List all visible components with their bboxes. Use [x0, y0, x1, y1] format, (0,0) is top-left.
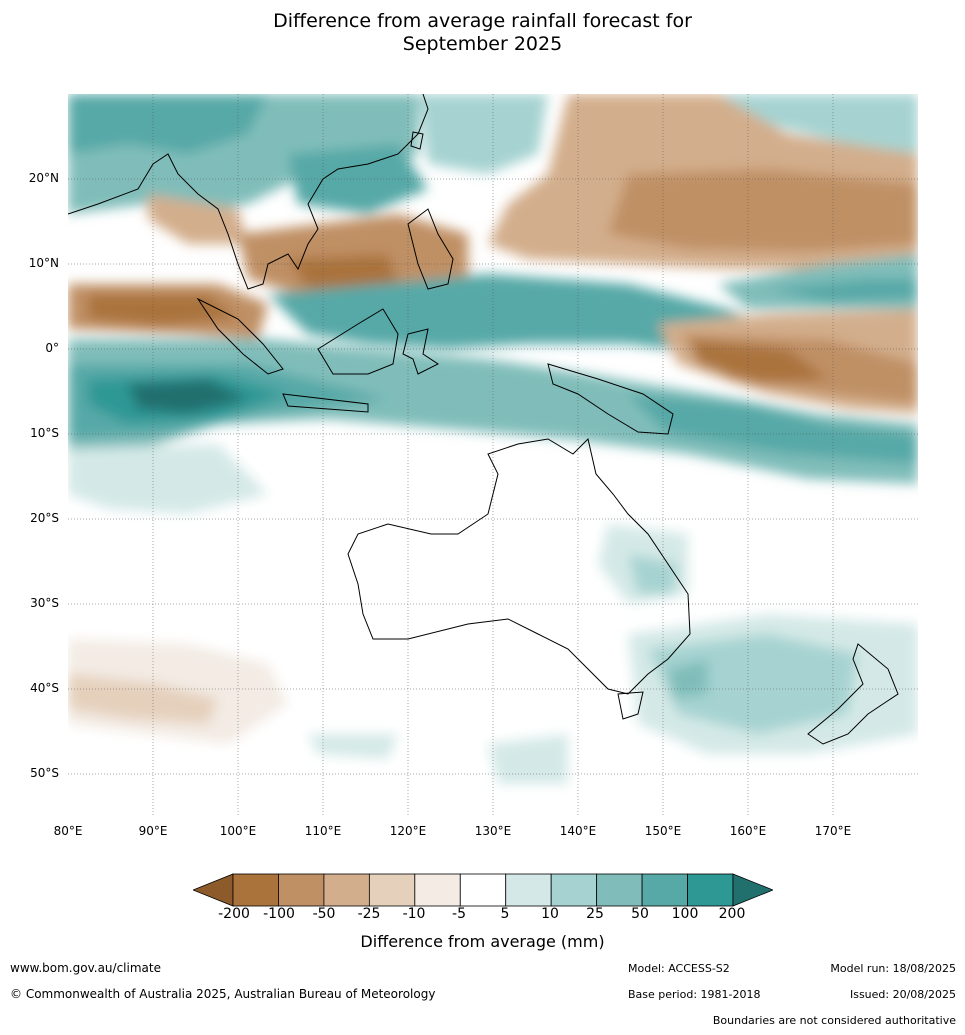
cbar-tick: 50 [631, 906, 649, 922]
footer-model-run: Model run: 18/08/2025 [830, 962, 956, 975]
colorbar-cell [278, 873, 325, 907]
footer-issued: Issued: 20/08/2025 [849, 988, 956, 1001]
lat-label-10n: 10°N [28, 256, 59, 270]
cbar-tick: 10 [541, 906, 559, 922]
taiwan-outline [410, 131, 424, 150]
lat-label-30s: 30°S [30, 596, 59, 610]
lon-label-130e: 130°E [474, 824, 512, 838]
colorbar-cell [596, 873, 643, 907]
java-outline [282, 393, 369, 413]
colorbar-cell [459, 873, 507, 907]
lat-label-50s: 50°S [30, 766, 59, 780]
lat-label-40s: 40°S [30, 681, 59, 695]
lon-label-140e: 140°E [559, 824, 597, 838]
graticule [68, 94, 918, 816]
cbar-tick: -100 [263, 906, 295, 922]
footer-model: Model: ACCESS-S2 [628, 962, 730, 975]
colorbar [193, 873, 773, 907]
lon-label-120e: 120°E [389, 824, 427, 838]
colorbar-cell [550, 873, 598, 907]
lon-label-160e: 160°E [729, 824, 767, 838]
lon-label-100e: 100°E [219, 824, 257, 838]
colorbar-label: Difference from average (mm) [360, 932, 605, 951]
philippines-outline [407, 208, 454, 290]
lat-label-0: 0° [45, 341, 59, 355]
rainfall-map [68, 94, 918, 816]
cbar-tick: 100 [671, 906, 699, 922]
lon-label-110e: 110°E [304, 824, 342, 838]
sulawesi-outline [402, 328, 439, 375]
cbar-tick: -25 [357, 906, 381, 922]
colorbar-extend-low [193, 873, 234, 907]
colorbar-cell [414, 873, 461, 907]
cbar-tick: 25 [586, 906, 604, 922]
cbar-tick: -200 [218, 906, 250, 922]
footer-base-period: Base period: 1981-2018 [628, 988, 761, 1001]
coastlines [68, 94, 899, 745]
cbar-tick: 5 [500, 906, 510, 922]
rainfall-anomaly-field [68, 94, 918, 784]
lat-label-10s: 10°S [30, 426, 59, 440]
borneo-outline [317, 308, 399, 375]
cbar-tick: -50 [312, 906, 336, 922]
colorbar-cell [323, 873, 370, 907]
footer-copyright: © Commonwealth of Australia 2025, Austra… [10, 987, 436, 1001]
colorbar-extend-high [732, 873, 773, 907]
lat-label-20s: 20°S [30, 511, 59, 525]
lon-label-150e: 150°E [644, 824, 682, 838]
australia-outline [347, 438, 691, 695]
cbar-tick: 200 [718, 906, 746, 922]
lon-label-90e: 90°E [138, 824, 168, 838]
sumatra-outline [196, 297, 284, 375]
title-line-1: Difference from average rainfall forecas… [273, 10, 692, 32]
cbar-tick: -10 [402, 906, 426, 922]
colorbar-cell [641, 873, 688, 907]
title-line-2: September 2025 [402, 33, 563, 55]
map-title: Difference from average rainfall forecas… [0, 10, 965, 56]
asia-coast [68, 94, 429, 290]
colorbar-cell [232, 873, 279, 907]
footer-url[interactable]: www.bom.gov.au/climate [10, 961, 161, 975]
lon-label-170e: 170°E [814, 824, 852, 838]
colorbar-cell [368, 873, 416, 907]
map-canvas [68, 94, 918, 816]
tasmania-outline [617, 691, 644, 720]
new-guinea-outline [547, 363, 674, 435]
footer-disclaimer: Boundaries are not considered authoritat… [712, 1014, 956, 1027]
colorbar-cell [687, 873, 734, 907]
lat-label-20n: 20°N [28, 171, 59, 185]
cbar-tick: -5 [452, 906, 466, 922]
new-zealand-outline [807, 643, 899, 745]
colorbar-cell [505, 873, 552, 907]
lon-label-80e: 80°E [53, 824, 83, 838]
